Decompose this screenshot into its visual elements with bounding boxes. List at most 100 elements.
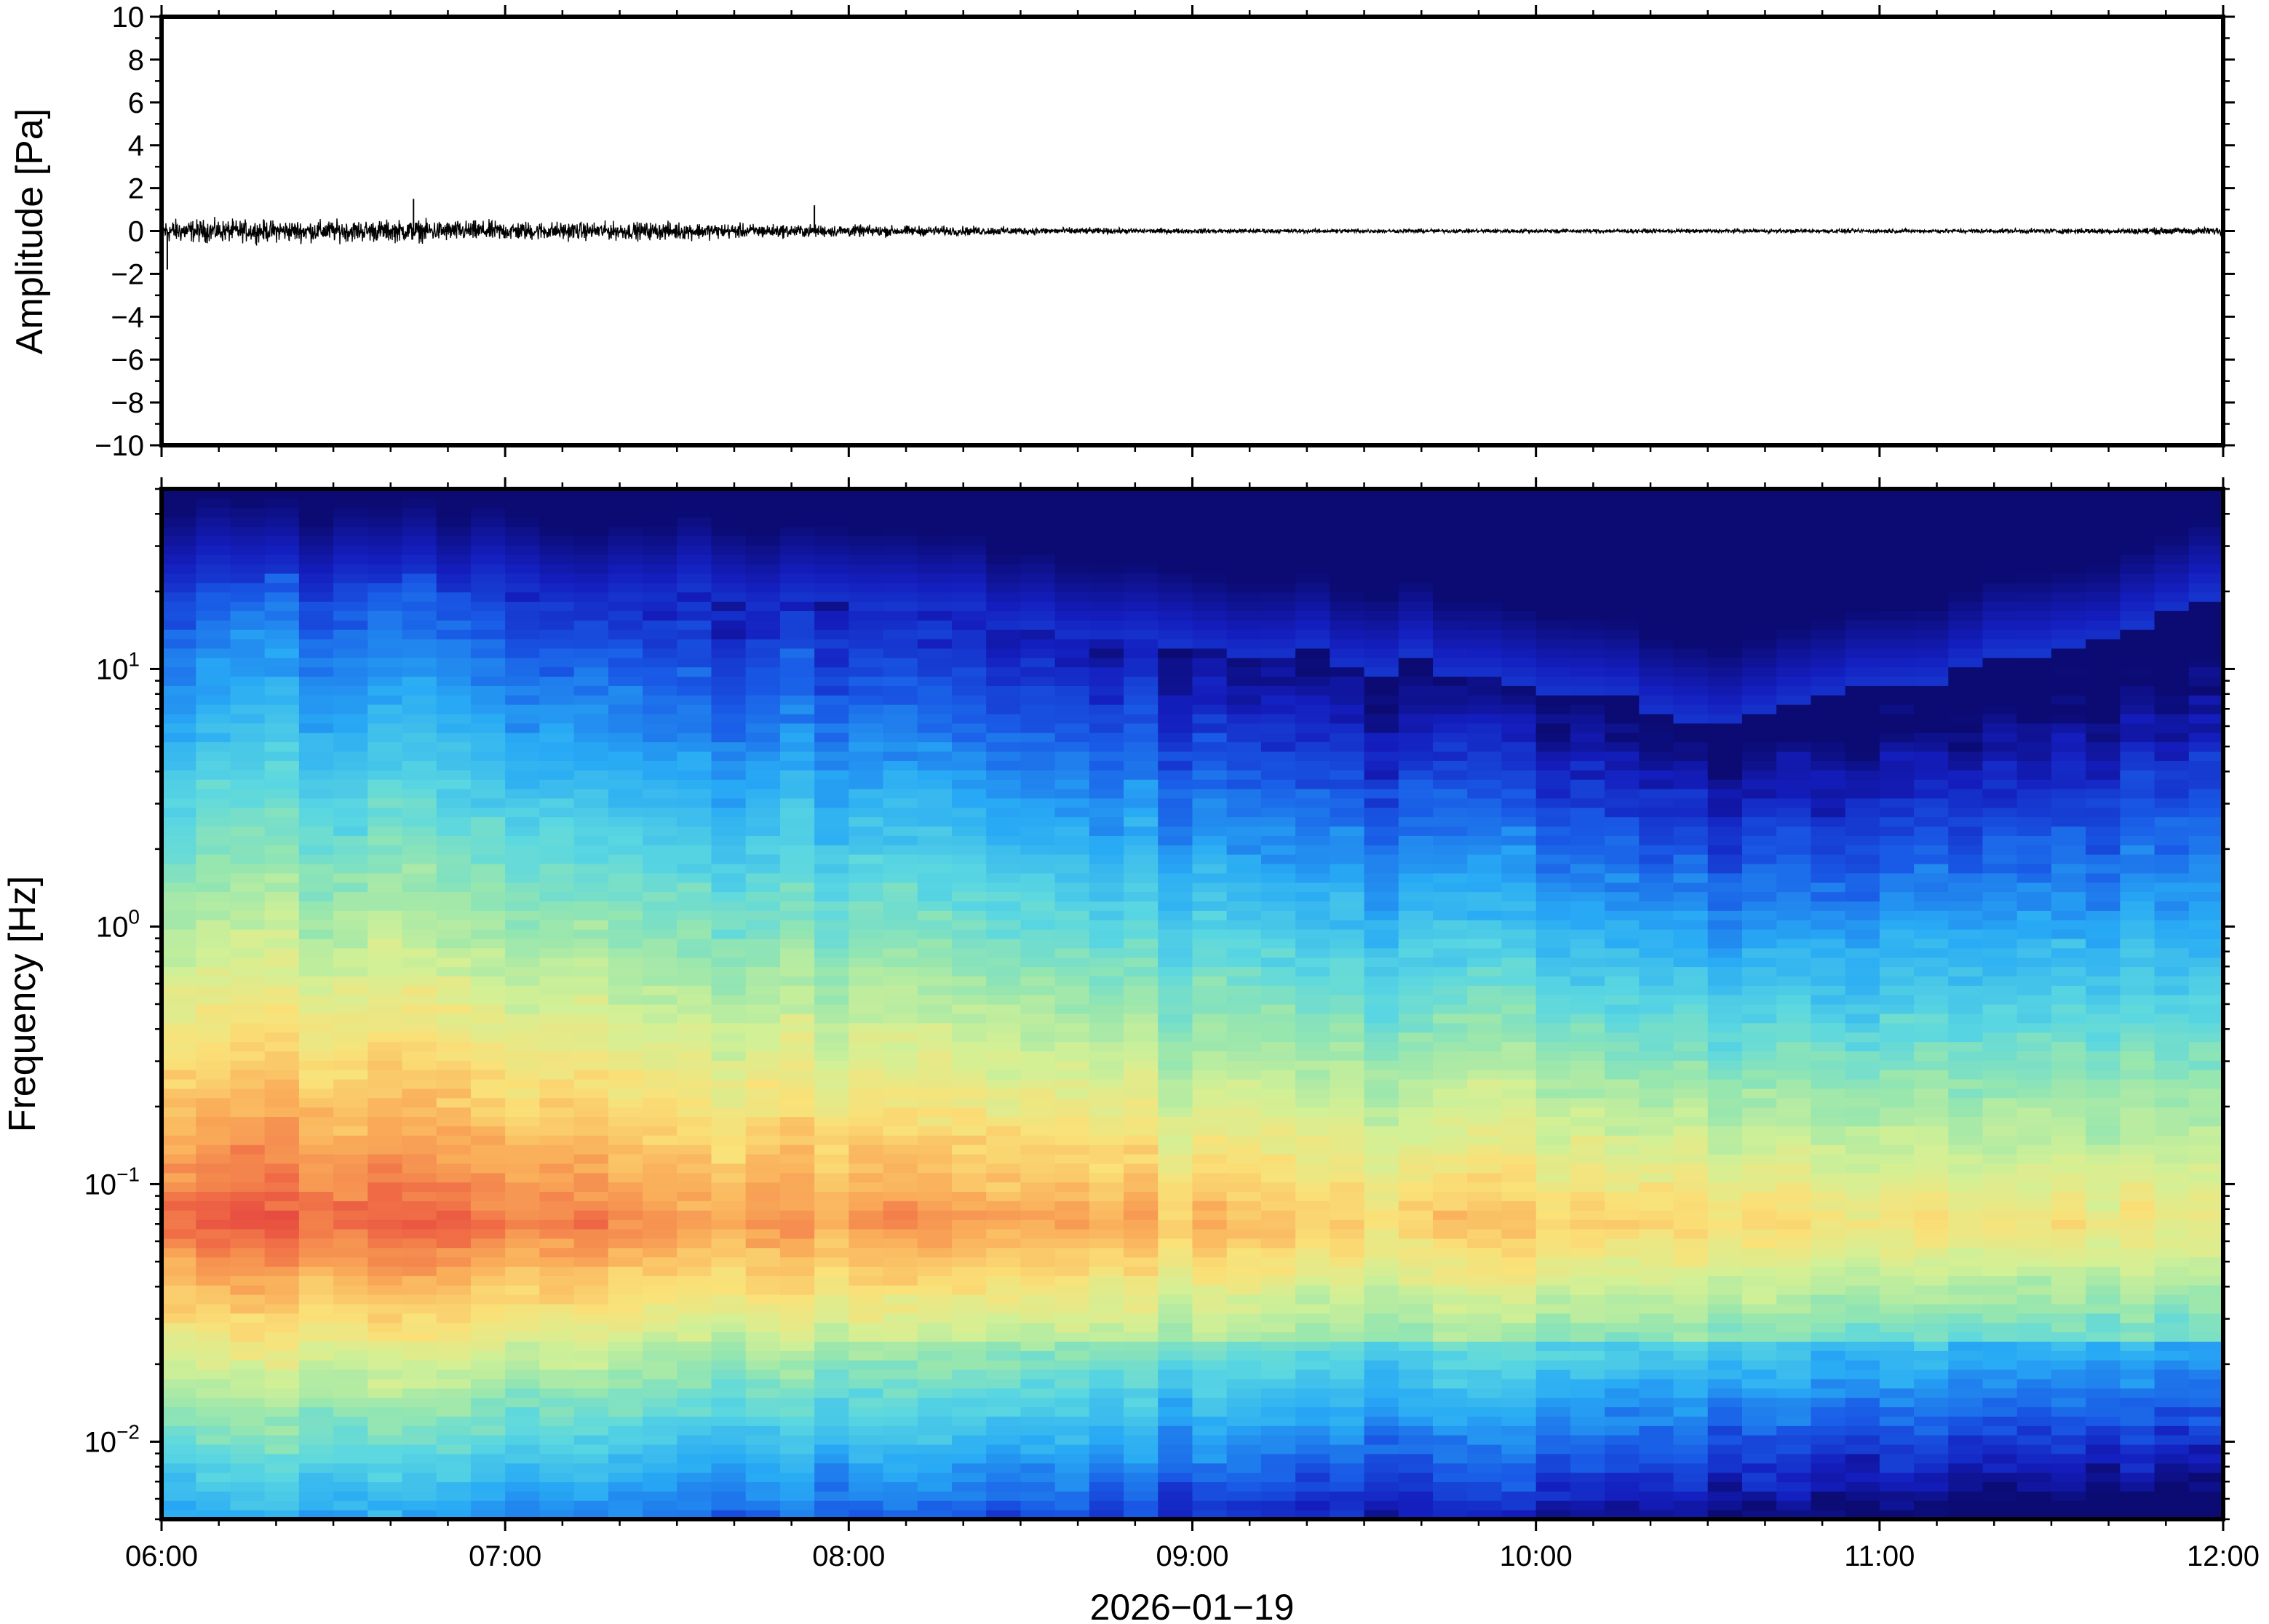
spectrogram-cell	[298, 1435, 334, 1445]
spectrogram-cell	[539, 573, 575, 584]
spectrogram-cell	[849, 648, 884, 658]
spectrogram-cell	[402, 770, 437, 780]
spectrogram-cell	[986, 1341, 1022, 1351]
spectrogram-cell	[1124, 1004, 1159, 1014]
spectrogram-cell	[573, 563, 609, 574]
spectrogram-cell	[298, 807, 334, 818]
spectrogram-cell	[1158, 957, 1193, 968]
spectrogram-cell	[608, 629, 643, 640]
spectrogram-cell	[986, 1360, 1022, 1370]
spectrogram-cell	[986, 1510, 1022, 1519]
spectrogram-cell	[1467, 1022, 1503, 1033]
spectrogram-cell	[333, 1257, 368, 1267]
spectrogram-cell	[333, 1481, 368, 1492]
spectrogram-cell	[333, 517, 368, 528]
spectrogram-cell	[1570, 910, 1605, 920]
spectrogram-cell	[779, 1013, 815, 1024]
spectrogram-cell	[951, 1510, 987, 1519]
spectrogram-cell	[1605, 1435, 1640, 1445]
spectrogram-cell	[1330, 676, 1365, 686]
spectrogram-cell	[1398, 826, 1434, 836]
spectrogram-cell	[1295, 638, 1330, 649]
spectrogram-cell	[1260, 929, 1296, 939]
spectrogram-cell	[1467, 1172, 1503, 1183]
spectrogram-cell	[505, 1435, 540, 1445]
spectrogram-cell	[1639, 1070, 1674, 1080]
spectrogram-cell	[230, 1088, 266, 1099]
spectrogram-cell	[1226, 1491, 1262, 1501]
spectrogram-cell	[470, 1210, 506, 1220]
spectrogram-cell	[643, 751, 677, 761]
spectrogram-cell	[1467, 1453, 1503, 1464]
spectrogram-cell	[1433, 938, 1468, 949]
spectrogram-cell	[573, 1013, 609, 1024]
spectrogram-cell	[264, 1500, 300, 1510]
spectrogram-cell	[1605, 1462, 1640, 1473]
spectrogram-cell	[1260, 788, 1296, 799]
spectrogram-cell	[1467, 1257, 1503, 1267]
spectrogram-cell	[367, 1238, 403, 1249]
spectrogram-cell	[470, 1425, 506, 1436]
spectrogram-cell	[745, 695, 781, 705]
spectrogram-cell	[986, 872, 1022, 883]
spectrogram-cell	[1398, 1444, 1434, 1454]
spectrogram-cell	[1467, 695, 1503, 705]
spectrogram-cell	[1398, 1472, 1434, 1483]
spectrogram-cell	[298, 1303, 334, 1314]
spectrogram-cell	[230, 732, 266, 743]
spectrogram-cell	[162, 807, 196, 818]
spectrogram-cell	[1570, 1444, 1605, 1454]
spectrogram-cell	[1124, 1472, 1159, 1483]
spectrogram-cell	[1295, 1472, 1330, 1483]
spectrogram-cell	[917, 845, 953, 855]
spectrogram-cell	[1158, 1107, 1193, 1118]
spectrogram-cell	[986, 1303, 1022, 1314]
spectrogram-cell	[196, 526, 231, 536]
spectrogram-cell	[196, 901, 231, 911]
spectrogram-cell	[367, 1126, 403, 1136]
spectrogram-cell	[779, 536, 815, 546]
spectrogram-cell	[505, 966, 540, 976]
spectrogram-cell	[608, 1201, 643, 1211]
spectrogram-cell	[1535, 648, 1571, 658]
spectrogram-cell	[1020, 835, 1056, 845]
spectrogram-cell	[162, 1369, 196, 1380]
spectrogram-cell	[230, 826, 266, 836]
spectrogram-cell	[814, 1341, 849, 1351]
spectrogram-cell	[539, 1219, 575, 1230]
spectrogram-cell	[1020, 938, 1056, 949]
spectrogram-cell	[162, 1032, 196, 1043]
spectrogram-cell	[1295, 676, 1330, 686]
spectrogram-cell	[986, 1369, 1022, 1380]
spectrogram-cell	[230, 1228, 266, 1239]
spectrogram-cell	[1605, 1060, 1640, 1070]
spectrogram-cell	[677, 1051, 712, 1061]
spectrogram-cell	[1639, 1238, 1674, 1249]
spectrogram-cell	[849, 797, 884, 808]
spectrogram-cell	[883, 1369, 918, 1380]
spectrogram-cell	[1124, 507, 1159, 518]
spectrogram-cell	[470, 947, 506, 958]
spectrogram-cell	[1398, 1201, 1434, 1211]
spectrogram-cell	[1398, 882, 1434, 893]
spectrogram-cell	[230, 779, 266, 789]
spectrogram-cell	[505, 554, 540, 565]
spectrogram-cell	[643, 1406, 677, 1417]
spectrogram-cell	[1605, 807, 1640, 818]
spectrogram-cell	[1330, 1510, 1365, 1519]
spectrogram-cell	[539, 835, 575, 845]
spectrogram-cell	[298, 526, 334, 536]
spectrogram-cell	[298, 1153, 334, 1164]
spectrogram-cell	[1501, 1228, 1537, 1239]
spectrogram-cell	[230, 1238, 266, 1249]
spectrogram-cell	[1020, 751, 1056, 761]
spectrogram-cell	[1054, 1210, 1090, 1220]
spectrogram-cell	[1605, 1257, 1640, 1267]
spectrogram-cell	[779, 938, 815, 949]
spectrogram-cell	[1226, 1435, 1262, 1445]
spectrogram-cell	[883, 741, 918, 752]
spectrogram-cell	[196, 573, 231, 584]
spectrogram-cell	[1192, 1022, 1228, 1033]
spectrogram-cell	[196, 517, 231, 528]
spectrogram-cell	[196, 882, 231, 893]
